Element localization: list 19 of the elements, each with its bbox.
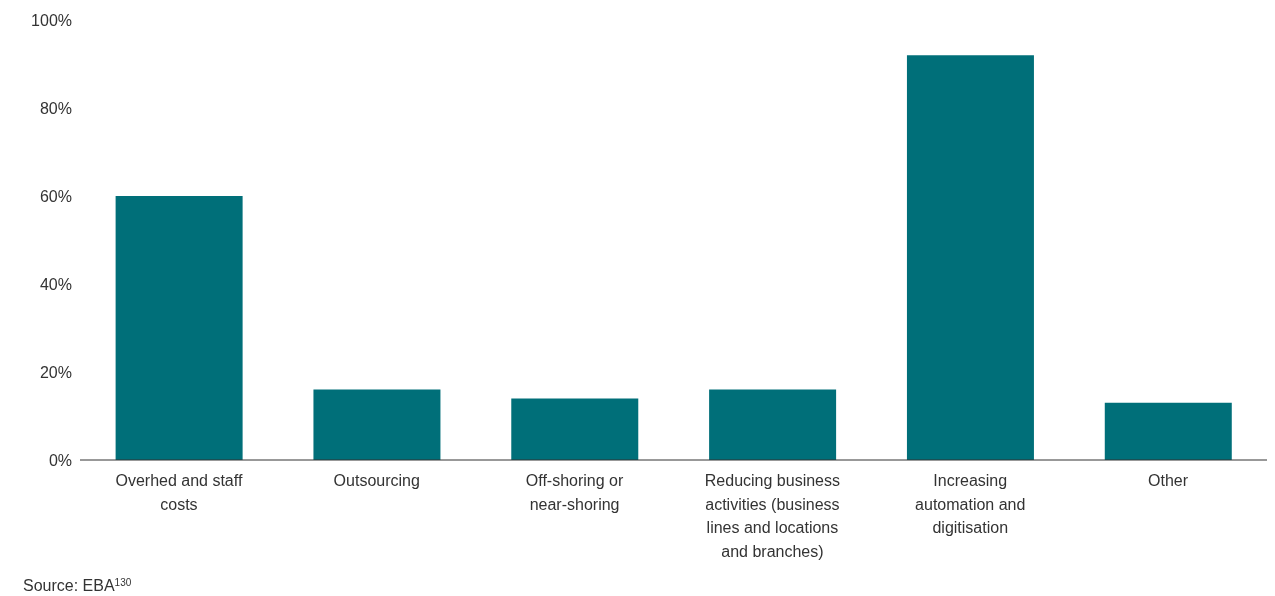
bar [511,398,639,460]
y-tick-label: 40% [39,275,72,293]
x-tick-label: Other [1148,472,1189,489]
x-tick-label: Increasing automation and digitisation [915,472,1026,536]
y-tick-label: 80% [39,99,72,117]
x-tick-label: Reducing business activities (business lines and locations and branches) [704,472,841,560]
bar [115,196,243,460]
source-note: Source: EBA$^{130}$ [23,576,132,594]
bar [313,389,441,460]
bar [709,389,837,460]
y-tick-label: 60% [39,187,72,205]
bar [1104,402,1232,460]
bar [906,55,1034,460]
x-tick-label: Off-shoring or near-shoring [525,472,625,513]
x-tick-label: Outsourcing [333,472,420,489]
y-tick-label: 0% [48,451,72,469]
y-tick-label: 20% [39,363,72,381]
y-tick-label: 100% [31,11,72,29]
x-tick-label: Overhed and staff costs [115,472,243,513]
